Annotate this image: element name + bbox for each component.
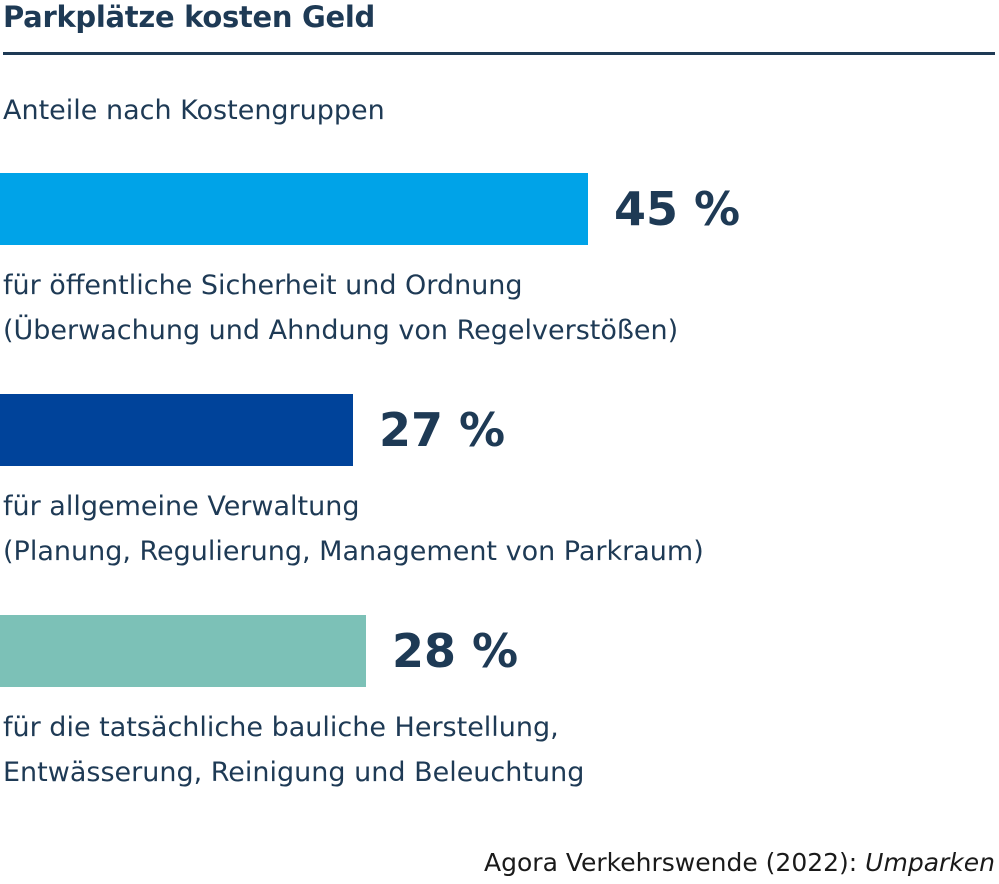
- bar-3: [0, 615, 366, 687]
- title-divider: [3, 52, 995, 55]
- bar-1: [0, 173, 588, 245]
- bar-category-label-3: für die tatsächliche bauliche Herstellun…: [3, 705, 584, 795]
- bar-category-label-1: für öffentliche Sicherheit und Ordnung (Ü…: [3, 263, 678, 353]
- source-publication: Umparken: [865, 848, 995, 877]
- bar-category-label-2: für allgemeine Verwaltung (Planung, Regul…: [3, 484, 704, 574]
- category-line: (Überwachung und Ahndung von Regelverstö…: [3, 315, 679, 346]
- category-line: Entwässerung, Reinigung und Beleuchtung: [3, 757, 585, 788]
- bar-2: [0, 394, 353, 466]
- bar-value-label-2: 27 %: [379, 403, 506, 457]
- chart-title: Parkplätze kosten Geld: [3, 0, 375, 34]
- category-line: für öffentliche Sicherheit und Ordnung: [3, 270, 523, 301]
- source-year: (2022):: [765, 848, 858, 877]
- source-org: Agora Verkehrswende: [484, 848, 758, 877]
- category-line: (Planung, Regulierung, Management von Pa…: [3, 536, 704, 567]
- bar-value-label-3: 28 %: [392, 624, 519, 678]
- bar-value-label-1: 45 %: [614, 182, 741, 236]
- source-note: Agora Verkehrswende (2022): Umparken: [484, 848, 995, 877]
- chart-subtitle: Anteile nach Kostengruppen: [3, 95, 385, 126]
- category-line: für allgemeine Verwaltung: [3, 491, 360, 522]
- category-line: für die tatsächliche bauliche Herstellun…: [3, 712, 559, 743]
